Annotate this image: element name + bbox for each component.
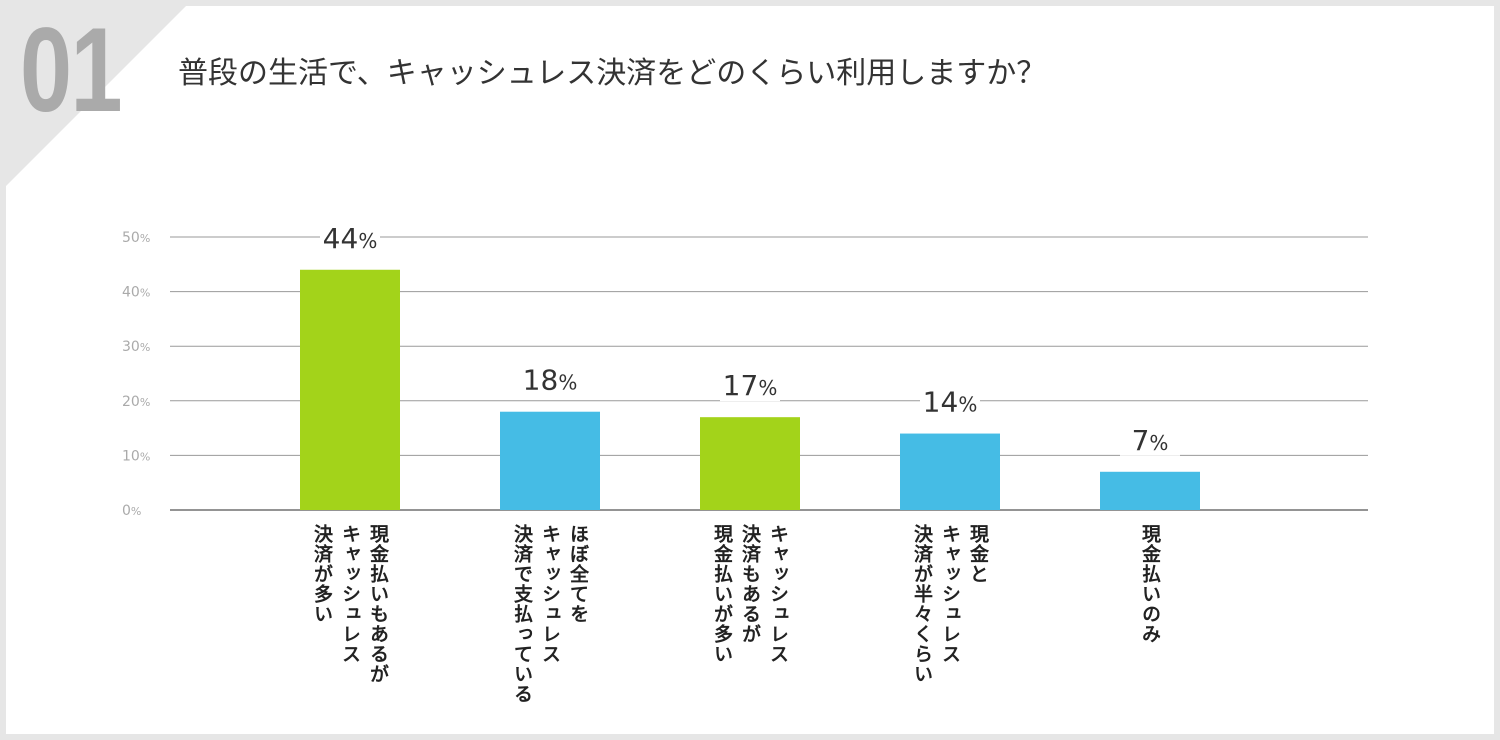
y-tick-label: 40% [122, 285, 150, 301]
value-label-bg [520, 363, 580, 396]
y-tick-label: 10% [122, 448, 150, 464]
y-tick-label: 50% [122, 230, 150, 246]
question-number: 01 [20, 3, 123, 137]
y-tick-label: 30% [122, 339, 150, 355]
x-tick-label: 現金払いのみ [1139, 524, 1161, 644]
data-label: 7% [1132, 424, 1169, 457]
value-label-bg [920, 385, 980, 418]
value-label-bg [1120, 423, 1180, 456]
x-tick-label: 現金と キャッシュレス 決済が半々くらい [911, 524, 989, 684]
x-tick-label: ほぼ全てを キャッシュレス 決済で支払っている [511, 524, 589, 704]
data-label: 44% [323, 222, 378, 255]
bar [300, 269, 400, 510]
bar [700, 417, 800, 510]
x-tick-label: キャッシュレス 決済もあるが 現金払いが多い [711, 524, 789, 664]
data-label: 14% [923, 386, 978, 419]
data-label: 17% [723, 369, 778, 402]
y-tick-label: 20% [122, 394, 150, 410]
x-tick-label: 現金払いもあるが キャッシュレス 決済が多い [311, 524, 389, 684]
chart-card: 01 普段の生活で、キャッシュレス決済をどのくらい利用しますか？ [6, 6, 1494, 734]
bar [900, 433, 1000, 510]
y-tick-label: 0% [122, 503, 141, 519]
bar [500, 411, 600, 510]
bar [1100, 471, 1200, 510]
question-title: 普段の生活で、キャッシュレス決済をどのくらい利用しますか？ [178, 56, 1047, 91]
value-label-bg [320, 221, 380, 254]
data-label: 18% [523, 364, 578, 397]
value-label-bg [720, 369, 780, 402]
